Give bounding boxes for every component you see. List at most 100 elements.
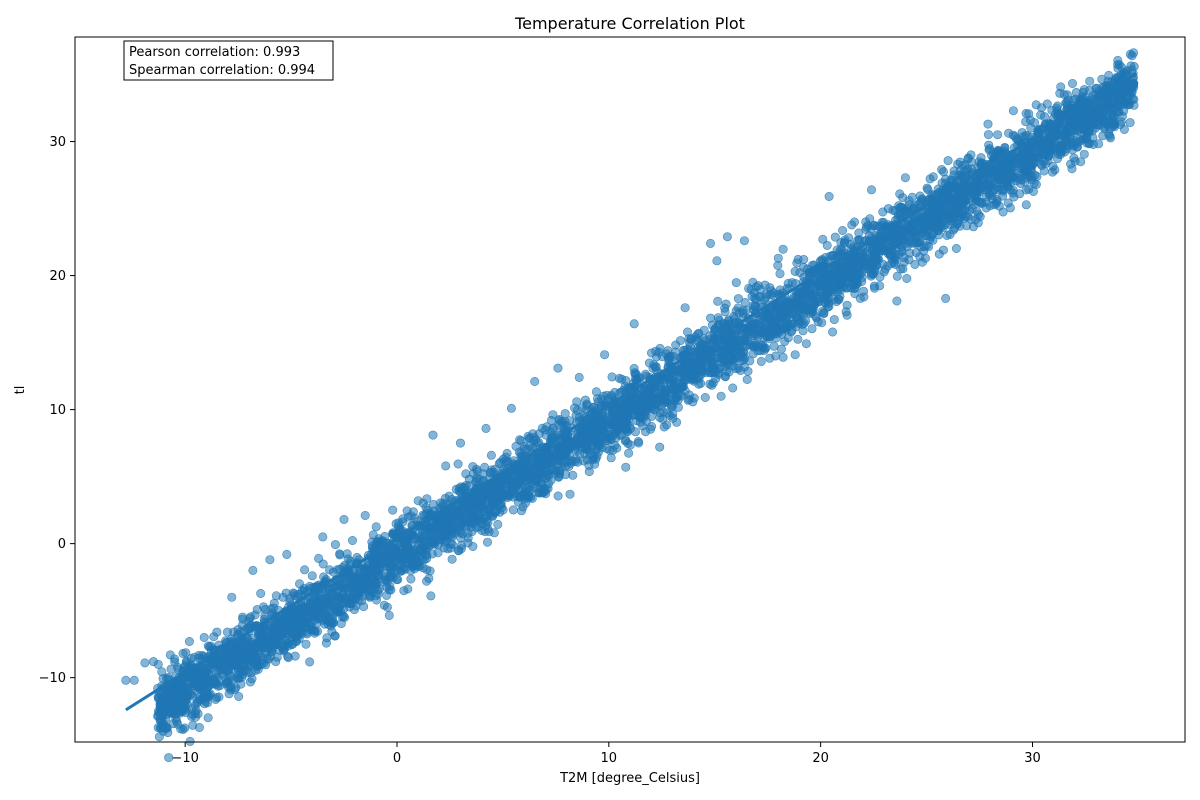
scatter-point — [793, 334, 803, 344]
scatter-point — [1125, 118, 1135, 128]
scatter-point — [494, 459, 504, 469]
scatter-point — [1045, 133, 1055, 143]
scatter-point — [243, 667, 253, 677]
scatter-point — [1031, 100, 1041, 110]
scatter-point — [371, 595, 381, 605]
scatter-point — [720, 303, 730, 313]
scatter-point — [715, 352, 725, 362]
scatter-point — [261, 660, 271, 670]
scatter-point — [826, 285, 836, 295]
scatter-point — [776, 344, 786, 354]
scatter-point — [591, 387, 601, 397]
scatter-point — [531, 475, 541, 485]
scatter-point — [975, 212, 985, 222]
scatter-point — [815, 256, 825, 266]
scatter-point — [1009, 192, 1019, 202]
scatter-point — [877, 217, 887, 227]
scatter-point — [247, 674, 257, 684]
scatter-point — [322, 633, 332, 643]
scatter-point — [950, 223, 960, 233]
scatter-point — [1115, 119, 1125, 129]
scatter-point — [896, 225, 906, 235]
scatter-point — [985, 201, 995, 211]
scatter-point — [942, 231, 952, 241]
scatter-point — [925, 174, 935, 184]
scatter-point — [892, 271, 902, 281]
scatter-point — [907, 192, 917, 202]
scatter-point — [845, 266, 855, 276]
scatter-point — [830, 232, 840, 242]
scatter-point — [761, 343, 771, 353]
scatter-point — [1121, 97, 1131, 107]
scatter-point — [271, 657, 281, 667]
scatter-point — [1079, 85, 1089, 95]
scatter-point — [558, 420, 568, 430]
scatter-point — [829, 315, 839, 325]
scatter-point — [723, 360, 733, 370]
scatter-point — [707, 320, 717, 330]
scatter-point — [594, 440, 604, 450]
scatter-point — [456, 544, 466, 554]
scatter-point — [154, 732, 164, 742]
scatter-point — [731, 278, 741, 288]
scatter-point — [582, 440, 592, 450]
scatter-point — [422, 494, 432, 504]
scatter-point — [738, 346, 748, 356]
scatter-point — [772, 309, 782, 319]
scatter-point — [347, 535, 357, 545]
scatter-point — [305, 611, 315, 621]
scatter-point — [745, 321, 755, 331]
scatter-point — [482, 537, 492, 547]
scatter-point — [684, 334, 694, 344]
scatter-point — [818, 234, 828, 244]
scatter-point — [1067, 164, 1077, 174]
scatter-point — [180, 723, 190, 733]
scatter-point — [546, 475, 556, 485]
scatter-point — [573, 440, 583, 450]
scatter-point — [922, 183, 932, 193]
scatter-point — [486, 450, 496, 460]
scatter-point — [998, 191, 1008, 201]
scatter-point — [869, 248, 879, 258]
scatter-point — [1079, 149, 1089, 159]
scatter-point — [554, 441, 564, 451]
scatter-point — [456, 533, 466, 543]
scatter-point — [572, 397, 582, 407]
scatter-point — [188, 720, 198, 730]
scatter-point — [1043, 156, 1053, 166]
scatter-point — [305, 657, 315, 667]
scatter-point — [783, 333, 793, 343]
scatter-point — [688, 397, 698, 407]
scatter-point — [164, 753, 174, 763]
scatter-point — [511, 441, 521, 451]
scatter-point — [801, 339, 811, 349]
scatter-point — [534, 429, 544, 439]
scatter-point — [374, 534, 384, 544]
scatter-point — [265, 637, 275, 647]
scatter-point — [872, 261, 882, 271]
scatter-point — [1094, 139, 1104, 149]
scatter-point — [384, 610, 394, 620]
scatter-point — [662, 420, 672, 430]
scatter-point — [705, 379, 715, 389]
scatter-point — [1113, 55, 1123, 65]
scatter-point — [817, 318, 827, 328]
scatter-point — [606, 453, 616, 463]
scatter-point — [975, 198, 985, 208]
scatter-point — [675, 336, 685, 346]
scatter-point — [868, 221, 878, 231]
scatter-point — [185, 736, 195, 746]
scatter-point — [778, 352, 788, 362]
scatter-point — [783, 278, 793, 288]
scatter-point — [301, 639, 311, 649]
scatter-point — [728, 383, 738, 393]
scatter-point — [610, 416, 620, 426]
scatter-point — [493, 519, 503, 529]
scatter-point — [700, 392, 710, 402]
scatter-point — [838, 226, 848, 236]
scatter-point — [463, 533, 473, 543]
scatter-point — [634, 438, 644, 448]
scatter-point — [1003, 198, 1013, 208]
scatter-point — [605, 445, 615, 455]
